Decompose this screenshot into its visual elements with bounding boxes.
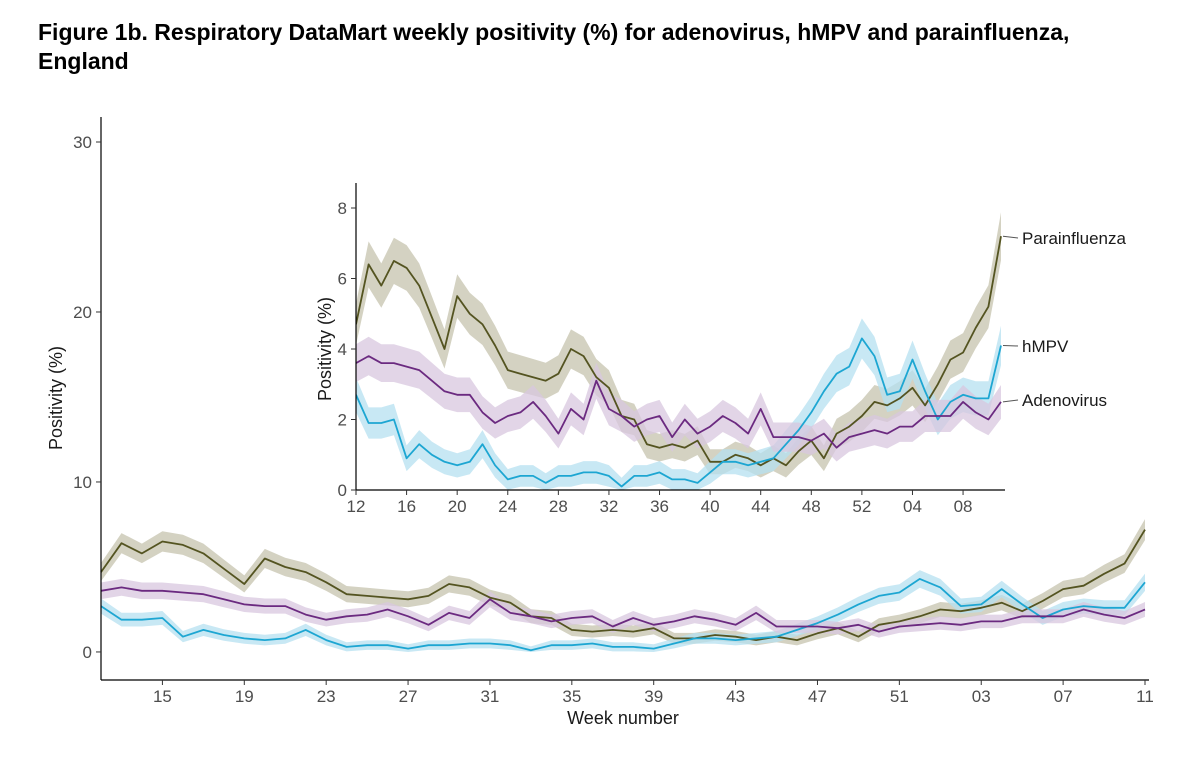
main-adenovirus-line bbox=[100, 586, 1146, 633]
inset-y-tick-label: 0 bbox=[338, 481, 347, 500]
inset-parainfluenza-band bbox=[356, 212, 1001, 478]
inset-x-tick-label: 28 bbox=[549, 497, 568, 516]
main-y-tick-label: 30 bbox=[73, 133, 92, 152]
main-y-tick-label: 20 bbox=[73, 303, 92, 322]
main-x-tick-label: 43 bbox=[726, 687, 745, 706]
main-x-tick-label: 03 bbox=[972, 687, 991, 706]
main-parainfluenza-band bbox=[101, 519, 1145, 646]
inset-x-tick-label: 20 bbox=[448, 497, 467, 516]
inset-y-tick-label: 8 bbox=[338, 199, 347, 218]
main-x-tick-label: 07 bbox=[1054, 687, 1073, 706]
inset-hmpv-label-leader bbox=[1002, 344, 1019, 347]
inset-x-tick-label: 52 bbox=[852, 497, 871, 516]
page-title: Figure 1b. Respiratory DataMart weekly p… bbox=[38, 19, 1070, 74]
inset-adenovirus-line bbox=[356, 355, 1002, 449]
main-x-tick-label: 27 bbox=[399, 687, 418, 706]
inset-adenovirus-band bbox=[356, 336, 1001, 462]
inset-y-tick-label: 6 bbox=[338, 270, 347, 289]
inset-hmpv-line bbox=[356, 337, 1002, 488]
main-x-tick-label: 47 bbox=[808, 687, 827, 706]
main-parainfluenza-line bbox=[100, 529, 1146, 641]
inset-y-axis-title: Positivity (%) bbox=[315, 297, 335, 401]
inset-hmpv-label: hMPV bbox=[1022, 337, 1069, 356]
main-x-tick-label: 19 bbox=[235, 687, 254, 706]
inset-x-tick-label: 44 bbox=[751, 497, 770, 516]
inset-y-tick-label: 4 bbox=[338, 340, 347, 359]
main-hmpv-line bbox=[100, 578, 1146, 652]
inset-x-tick-label: 24 bbox=[498, 497, 517, 516]
main-x-tick-label: 11 bbox=[1136, 687, 1154, 706]
inset-x-tick-label: 32 bbox=[599, 497, 618, 516]
main-adenovirus-band bbox=[101, 578, 1145, 638]
main-y-tick-label: 10 bbox=[73, 473, 92, 492]
main-x-axis-title: Week number bbox=[567, 708, 679, 728]
inset-x-tick-label: 12 bbox=[347, 497, 366, 516]
inset-adenovirus-label: Adenovirus bbox=[1022, 391, 1107, 410]
inset-hmpv-band bbox=[356, 318, 1001, 490]
inset-parainfluenza-label: Parainfluenza bbox=[1022, 229, 1127, 248]
main-y-axis-title: Positivity (%) bbox=[46, 346, 66, 450]
main-x-tick-label: 39 bbox=[644, 687, 663, 706]
inset-x-tick-label: 36 bbox=[650, 497, 669, 516]
inset-x-tick-label: 08 bbox=[954, 497, 973, 516]
main-x-tick-label: 35 bbox=[562, 687, 581, 706]
main-y-tick-label: 0 bbox=[83, 643, 92, 662]
main-hmpv-band bbox=[101, 570, 1145, 652]
inset-parainfluenza-line bbox=[356, 236, 1002, 467]
main-x-tick-label: 23 bbox=[317, 687, 336, 706]
inset-adenovirus-label-leader bbox=[1002, 399, 1019, 403]
inset-x-tick-label: 16 bbox=[397, 497, 416, 516]
inset-x-tick-label: 04 bbox=[903, 497, 922, 516]
main-x-tick-label: 51 bbox=[890, 687, 909, 706]
inset-x-tick-label: 48 bbox=[802, 497, 821, 516]
inset-parainfluenza-label-leader bbox=[1002, 235, 1019, 239]
main-x-tick-label: 31 bbox=[480, 687, 499, 706]
inset-y-tick-label: 2 bbox=[338, 411, 347, 430]
inset-x-tick-label: 40 bbox=[701, 497, 720, 516]
main-x-tick-label: 15 bbox=[153, 687, 172, 706]
